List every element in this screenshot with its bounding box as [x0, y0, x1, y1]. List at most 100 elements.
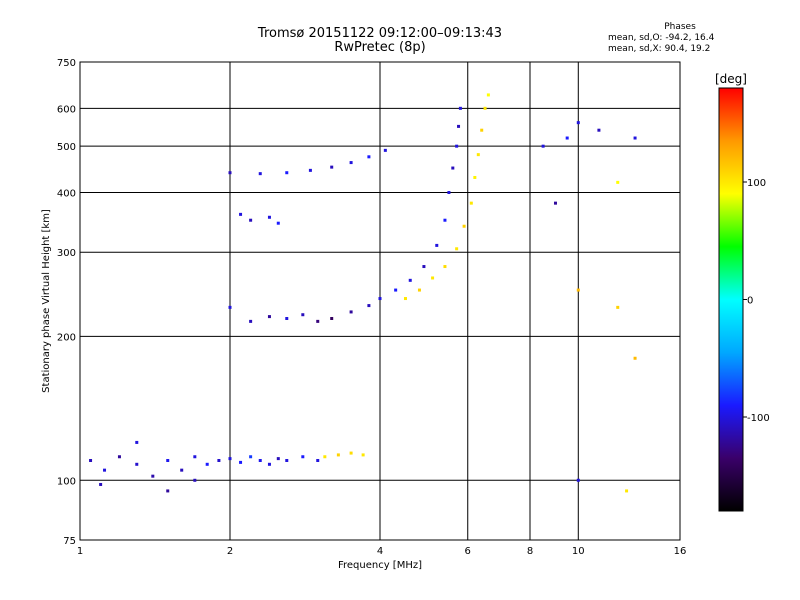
data-point: [576, 478, 580, 482]
colorbar: [deg] 100 0 -100: [715, 72, 770, 512]
y-tick-label: 200: [57, 332, 76, 343]
grid-lines: [80, 62, 680, 540]
y-tick-label: 600: [57, 104, 76, 115]
data-point: [422, 265, 426, 269]
data-point: [267, 315, 271, 319]
data-point: [205, 462, 209, 466]
data-point: [308, 168, 312, 172]
data-point: [193, 478, 197, 482]
data-point: [576, 121, 580, 125]
data-point: [285, 171, 289, 175]
data-point: [239, 212, 243, 216]
y-tick-label: 750: [57, 58, 76, 69]
y-axis-label: Stationary phase Virtual Height [km]: [41, 209, 52, 393]
data-point: [316, 458, 320, 462]
x-axis-label: Frequency [MHz]: [338, 560, 422, 571]
phase-stats-o-mode: mean, sd,O: -94.2, 16.4: [608, 33, 715, 43]
data-point: [486, 93, 490, 97]
data-point: [476, 153, 480, 157]
data-point: [193, 455, 197, 459]
data-point: [458, 106, 462, 110]
data-point: [217, 458, 221, 462]
data-point: [383, 148, 387, 152]
data-point: [336, 453, 340, 457]
data-point: [151, 474, 155, 478]
data-point: [417, 288, 421, 292]
data-point: [367, 304, 371, 308]
y-axis-ticks: 75 100 200 300 400 500 600 750: [57, 58, 76, 547]
data-point: [451, 166, 455, 170]
data-point: [228, 457, 232, 461]
data-point: [443, 265, 447, 269]
data-point: [330, 165, 334, 169]
data-point: [349, 451, 353, 455]
data-point: [316, 319, 320, 323]
data-point: [166, 458, 170, 462]
data-point: [394, 288, 398, 292]
y-tick-label: 75: [63, 536, 76, 547]
data-point: [89, 458, 93, 462]
data-point: [378, 297, 382, 301]
data-point: [462, 224, 466, 228]
data-point: [625, 489, 629, 493]
colorbar-tick-label: -100: [747, 413, 770, 424]
data-point: [553, 201, 557, 205]
data-point: [633, 356, 637, 360]
data-point: [267, 462, 271, 466]
colorbar-ticks: 100 0 -100: [743, 178, 770, 424]
data-point: [469, 201, 473, 205]
data-point: [349, 161, 353, 165]
x-tick-label: 4: [377, 546, 383, 557]
data-point: [301, 455, 305, 459]
data-point: [249, 455, 253, 459]
data-point: [576, 288, 580, 292]
data-point: [431, 276, 435, 280]
data-point: [117, 455, 121, 459]
data-point: [616, 180, 620, 184]
data-point: [228, 171, 232, 175]
phase-stats-heading: Phases: [664, 22, 696, 32]
data-point: [166, 489, 170, 493]
plot-frame: [79, 61, 681, 541]
x-tick-label: 2: [227, 546, 233, 557]
data-point: [276, 457, 280, 461]
data-point: [285, 458, 289, 462]
data-point: [447, 190, 451, 194]
phase-stats-x-mode: mean, sd,X: 90.4, 19.2: [608, 44, 711, 54]
y-tick-label: 100: [57, 476, 76, 487]
data-point: [135, 440, 139, 444]
data-point: [180, 468, 184, 472]
x-tick-label: 1: [77, 546, 83, 557]
data-point: [597, 128, 601, 132]
x-tick-label: 6: [465, 546, 471, 557]
data-point: [473, 175, 477, 179]
data-point: [285, 316, 289, 320]
data-point: [616, 305, 620, 309]
data-point: [455, 247, 459, 251]
x-axis-ticks: 1 2 4 6 8 10 16: [77, 546, 687, 557]
x-tick-label: 16: [674, 546, 687, 557]
data-point: [367, 155, 371, 159]
data-point: [249, 218, 253, 222]
chart-title: Tromsø 20151122 09:12:00–09:13:43: [257, 26, 503, 41]
data-point: [480, 128, 484, 132]
y-tick-label: 400: [57, 188, 76, 199]
x-tick-label: 10: [572, 546, 585, 557]
colorbar-tick-label: 0: [747, 296, 753, 307]
data-point: [349, 310, 353, 314]
colorbar-gradient: [718, 87, 744, 512]
y-tick-label: 500: [57, 142, 76, 153]
data-point: [258, 458, 262, 462]
data-point: [330, 316, 334, 320]
data-point: [301, 313, 305, 317]
data-point: [135, 462, 139, 466]
colorbar-tick-label: 100: [747, 178, 766, 189]
data-point: [457, 124, 461, 128]
x-tick-label: 8: [527, 546, 533, 557]
y-tick-label: 300: [57, 248, 76, 259]
data-point: [541, 144, 545, 148]
data-point: [323, 455, 327, 459]
data-point: [239, 460, 243, 464]
data-point: [276, 221, 280, 225]
